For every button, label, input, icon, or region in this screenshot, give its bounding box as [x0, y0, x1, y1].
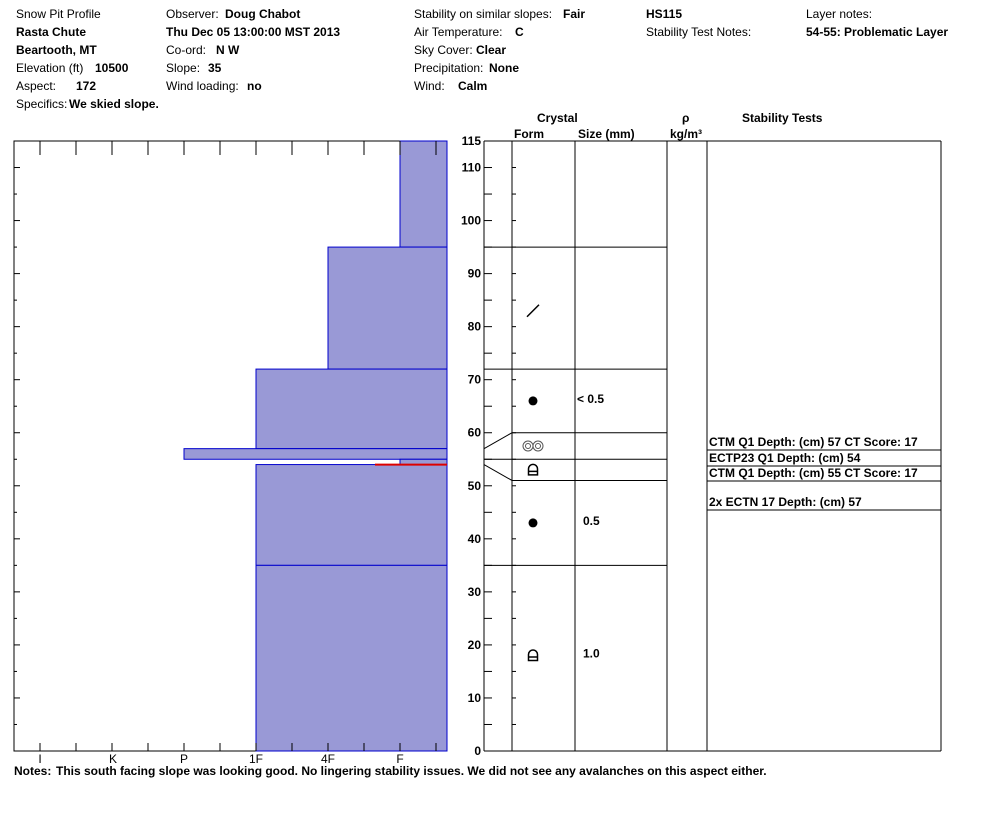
sky-cover-value: Clear	[476, 43, 507, 57]
crystal-size-label: 1.0	[583, 647, 600, 661]
depth-label-40: 40	[468, 532, 482, 546]
x-tick-label-1F: 1F	[249, 752, 263, 766]
pit-title: Snow Pit Profile	[16, 7, 101, 21]
observer-value: Doug Chabot	[225, 7, 301, 21]
crystal-size-label: < 0.5	[577, 392, 604, 406]
hardness-layer-bar-1	[327, 246, 448, 370]
stability-test-label: ECTP23 Q1 Depth: (cm) 54	[709, 451, 861, 465]
stability-test-label: CTM Q1 Depth: (cm) 57 CT Score: 17	[709, 435, 918, 449]
x-tick-label-P: P	[180, 752, 188, 766]
depth-label-70: 70	[468, 373, 482, 387]
stability-test-label: CTM Q1 Depth: (cm) 55 CT Score: 17	[709, 466, 918, 480]
x-tick-label-F: F	[396, 752, 403, 766]
wind-loading-value: no	[247, 79, 262, 93]
depth-hoar-icon	[527, 463, 539, 476]
coord-value: N W	[216, 43, 240, 57]
wind-loading-label: Wind loading:	[166, 79, 239, 93]
depth-label-90: 90	[468, 267, 482, 281]
melt-forms-icon-ring	[532, 440, 544, 452]
x-tick-label-I: I	[38, 752, 41, 766]
x-tick-label-K: K	[109, 752, 117, 766]
hardness-layer-bar-5	[255, 464, 448, 566]
size-header: Size (mm)	[578, 127, 635, 141]
coord-label: Co-ord:	[166, 43, 207, 57]
wind-label: Wind:	[414, 79, 445, 93]
specifics-value: We skied slope.	[69, 97, 159, 111]
location-name: Rasta Chute	[16, 25, 87, 39]
depth-label-60: 60	[468, 426, 482, 440]
stability-tests-header: Stability Tests	[742, 111, 823, 125]
melt-forms-icon-ring	[522, 440, 534, 452]
slope-label: Slope:	[166, 61, 201, 75]
depth-label-0: 0	[474, 744, 481, 758]
precipitation-label: Precipitation:	[414, 61, 484, 75]
rounded-grains-icon	[528, 518, 538, 528]
layer-notes-label: Layer notes:	[806, 7, 873, 21]
crystal-size-label: 0.5	[583, 514, 600, 528]
decomposing-fragments-icon	[526, 304, 540, 318]
observation-date: Thu Dec 05 13:00:00 MST 2013	[166, 25, 341, 39]
depth-label-100: 100	[461, 214, 481, 228]
layer-notes-value: 54-55: Problematic Layer	[806, 25, 949, 39]
aspect-value: 172	[76, 79, 97, 93]
melt-forms-icon-ring	[525, 443, 531, 449]
observer-label: Observer:	[166, 7, 219, 21]
slope-value: 35	[208, 61, 222, 75]
hardness-layer-bar-2	[255, 368, 448, 450]
crystal-boundary-2	[483, 432, 667, 450]
depth-label-20: 20	[468, 638, 482, 652]
crystal-header: Crystal	[537, 111, 578, 125]
specifics-label: Specifics:	[16, 97, 68, 111]
hardness-layer-bar-0	[399, 140, 448, 248]
hs-value: HS115	[646, 7, 683, 21]
wind-value: Calm	[458, 79, 488, 93]
depth-label-10: 10	[468, 691, 482, 705]
depth-label-110: 110	[462, 161, 482, 175]
depth-label-80: 80	[468, 320, 482, 334]
elevation-label: Elevation (ft)	[16, 61, 84, 75]
melt-forms-icon	[522, 440, 544, 452]
x-tick-label-4F: 4F	[321, 752, 335, 766]
stability-test-notes-label: Stability Test Notes:	[646, 25, 752, 39]
elevation-value: 10500	[95, 61, 129, 75]
region-name: Beartooth, MT	[16, 43, 97, 57]
hardness-layer-bar-6	[255, 564, 448, 752]
crystal-boundary-4	[483, 464, 667, 481]
notes-label: Notes:	[14, 764, 52, 778]
depth-label-50: 50	[468, 479, 482, 493]
melt-forms-icon-ring	[535, 443, 541, 449]
density-symbol: ρ	[682, 111, 690, 125]
precipitation-value: None	[489, 61, 519, 75]
stability-label: Stability on similar slopes:	[414, 7, 553, 21]
depth-hoar-icon	[527, 649, 539, 662]
sky-cover-label: Sky Cover:	[414, 43, 473, 57]
air-temp-label: Air Temperature:	[414, 25, 503, 39]
depth-label-30: 30	[468, 585, 482, 599]
aspect-label: Aspect:	[16, 79, 57, 93]
depth-label-115: 115	[462, 134, 482, 148]
form-header: Form	[514, 127, 544, 141]
air-temp-value: C	[515, 25, 524, 39]
hardness-layer-bar-3	[183, 448, 448, 460]
density-unit: kg/m³	[670, 127, 703, 141]
rounded-grains-icon	[528, 396, 538, 406]
stability-test-label: 2x ECTN 17 Depth: (cm) 57	[709, 495, 862, 509]
stability-value: Fair	[563, 7, 586, 21]
notes-text: This south facing slope was looking good…	[56, 764, 767, 778]
